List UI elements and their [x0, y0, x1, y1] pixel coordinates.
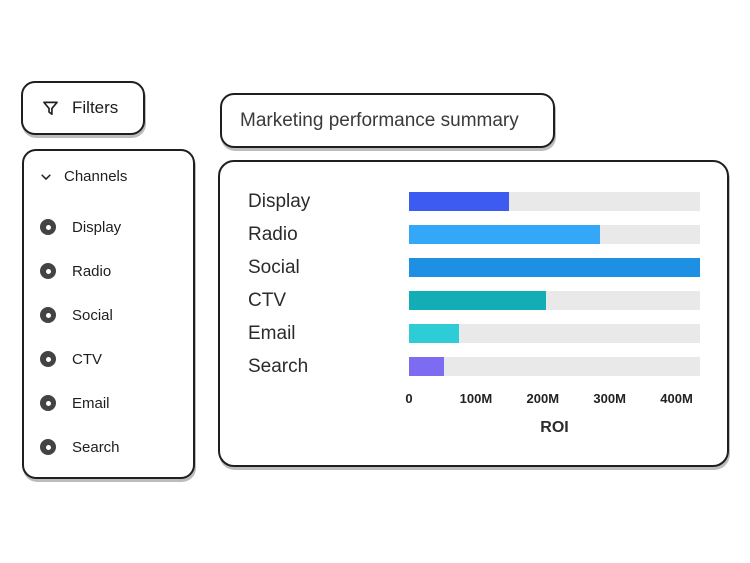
channel-item-social[interactable]: Social — [40, 293, 185, 337]
axis-tick-200m: 200M — [526, 391, 560, 406]
channel-item-label: CTV — [72, 350, 102, 368]
bar-track — [409, 225, 700, 244]
bar-fill-search — [409, 357, 444, 376]
chevron-down-icon — [39, 170, 53, 184]
channel-item-display[interactable]: Display — [40, 205, 185, 249]
radio-center-dot — [45, 224, 51, 230]
bar-fill-radio — [409, 225, 600, 244]
filters-button[interactable]: Filters — [21, 81, 145, 135]
radio-selected-icon[interactable] — [40, 263, 56, 279]
chart-row-ctv: CTV — [248, 284, 700, 317]
chart-row-radio: Radio — [248, 218, 700, 251]
channels-header[interactable]: Channels — [39, 168, 183, 185]
radio-selected-icon[interactable] — [40, 351, 56, 367]
axis-tick-300m: 300M — [593, 391, 626, 406]
chart-row-email: Email — [248, 317, 700, 350]
chart-row-search: Search — [248, 350, 700, 383]
funnel-icon — [40, 98, 61, 119]
bar-fill-email — [409, 324, 460, 343]
channels-header-label: Channels — [64, 168, 128, 185]
axis-title: ROI — [540, 419, 569, 436]
axis-tick-100m: 100M — [459, 391, 493, 406]
axis-tick-400m: 400M — [660, 391, 693, 406]
channel-item-label: Display — [72, 218, 122, 236]
radio-center-dot — [45, 444, 51, 450]
radio-selected-icon[interactable] — [40, 219, 56, 235]
summary-title-card: Marketing performance summary — [220, 93, 555, 148]
radio-selected-icon[interactable] — [40, 439, 56, 455]
channel-item-search[interactable]: Search — [40, 425, 185, 469]
channels-panel: Channels Display Radio Social CTV Email Searc… — [22, 149, 195, 479]
channel-item-ctv[interactable]: CTV — [40, 337, 185, 381]
chart-row-label: Display — [248, 190, 311, 212]
radio-center-dot — [45, 268, 51, 274]
chart-row-display: Display — [248, 185, 700, 218]
channel-item-radio[interactable]: Radio — [40, 249, 185, 293]
chart-row-label: Social — [248, 256, 300, 278]
channel-item-label: Radio — [72, 262, 112, 280]
radio-center-dot — [45, 400, 51, 406]
summary-title: Marketing performance summary — [240, 109, 519, 131]
bar-track — [409, 192, 700, 211]
chart-rows: Display Radio Social CTV Email Search — [248, 185, 700, 383]
axis-title-row: ROI — [248, 419, 700, 437]
chart-row-label: Search — [248, 355, 309, 377]
axis-tick-0: 0 — [405, 391, 413, 406]
channel-item-email[interactable]: Email — [40, 381, 185, 425]
chart-row-label: Radio — [248, 223, 298, 245]
channel-item-label: Search — [72, 438, 120, 456]
channel-item-label: Social — [72, 306, 113, 324]
radio-selected-icon[interactable] — [40, 395, 56, 411]
channel-list: Display Radio Social CTV Email Search — [40, 205, 185, 469]
chart-row-social: Social — [248, 251, 700, 284]
chart-row-label: Email — [248, 322, 296, 344]
bar-fill-social — [409, 258, 700, 277]
radio-center-dot — [45, 312, 51, 318]
bar-fill-display — [409, 192, 510, 211]
bar-track — [409, 357, 700, 376]
radio-selected-icon[interactable] — [40, 307, 56, 323]
axis-ticks: 0 100M 200M 300M 400M — [405, 391, 700, 409]
bar-track — [409, 324, 700, 343]
bar-fill-ctv — [409, 291, 547, 310]
chart-card: Display Radio Social CTV Email Search 0 100M 20… — [218, 160, 729, 467]
bar-track — [409, 291, 700, 310]
channel-item-label: Email — [72, 394, 110, 412]
bar-track — [409, 258, 700, 277]
filters-label: Filters — [72, 98, 119, 117]
radio-center-dot — [45, 356, 51, 362]
chart-row-label: CTV — [248, 289, 286, 311]
chart-axis: 0 100M 200M 300M 400M — [248, 391, 700, 409]
